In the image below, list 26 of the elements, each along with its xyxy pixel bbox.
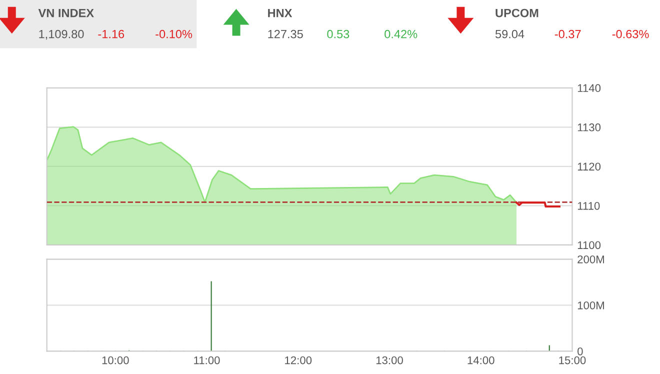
x-tick-label: 12:00: [285, 356, 312, 364]
text: -1.16: [98, 30, 124, 38]
y-tick-label: 1110: [578, 202, 600, 210]
text: 0.42%: [384, 30, 418, 38]
x-tick-label: 14:00: [468, 356, 494, 364]
text: 127.35: [268, 30, 303, 38]
x-tick-label: 10:00: [102, 356, 129, 364]
x-tick-label: 15:00: [559, 356, 586, 364]
text: 59.04: [495, 30, 524, 38]
y-tick-label: 100M: [578, 301, 604, 310]
text: -0.10%: [156, 30, 192, 38]
y-tick-label: 1100: [578, 241, 601, 250]
x-tick-label: 13:00: [376, 356, 403, 364]
y-tick-label: 0: [578, 347, 583, 356]
y-tick-label: 1130: [578, 123, 601, 132]
x-tick-label: 11:00: [194, 356, 220, 364]
y-tick-label: 1120: [578, 162, 601, 171]
y-tick-label: 1140: [578, 84, 601, 92]
y-tick-label: 200M: [578, 255, 604, 264]
text: 1,109.80: [39, 30, 84, 40]
text: HNX: [268, 8, 292, 18]
text: 0.53: [327, 30, 350, 38]
text: VN INDEX: [38, 8, 94, 18]
text: -0.63%: [612, 30, 649, 38]
text: -0.37: [554, 30, 581, 38]
text: UPCOM: [496, 8, 538, 18]
